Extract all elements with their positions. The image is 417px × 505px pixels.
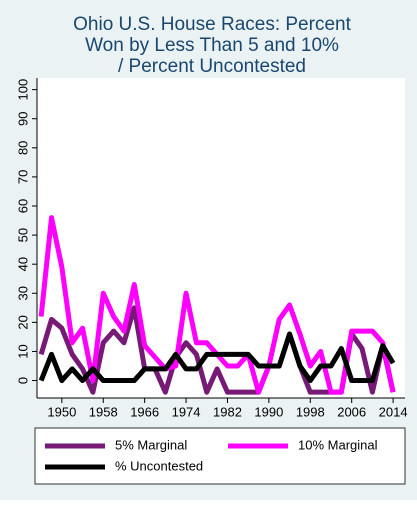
y-tick-label: 90 — [15, 111, 30, 125]
legend-label: % Uncontested — [115, 458, 203, 473]
x-tick-label: 1982 — [213, 404, 242, 419]
y-tick-label: 30 — [15, 286, 30, 300]
x-tick-label: 2014 — [379, 404, 408, 419]
x-tick-label: 2006 — [337, 404, 366, 419]
legend-box — [34, 427, 406, 485]
x-tick-label: 1950 — [47, 404, 76, 419]
y-tick-label: 80 — [15, 141, 30, 155]
y-tick-label: 70 — [15, 170, 30, 184]
y-tick-label: 20 — [15, 315, 30, 329]
chart-title: Ohio U.S. House Races: Percent — [73, 14, 351, 35]
y-tick-label: 0 — [15, 377, 30, 384]
y-tick-label: 40 — [15, 257, 30, 271]
x-tick-label: 1974 — [172, 404, 201, 419]
x-tick-label: 1966 — [130, 404, 159, 419]
y-tick-label: 60 — [15, 199, 30, 213]
x-tick-label: 1998 — [296, 404, 325, 419]
y-tick-label: 50 — [15, 228, 30, 242]
x-tick-label: 1990 — [254, 404, 283, 419]
series-line — [38, 331, 396, 384]
chart-title: Won by Less Than 5 and 10% — [85, 35, 339, 56]
legend-label: 5% Marginal — [115, 437, 187, 452]
y-tick-label: 100 — [15, 79, 30, 101]
legend-label: 10% Marginal — [298, 437, 378, 452]
chart-title: / Percent Uncontested — [118, 56, 306, 77]
y-tick-label: 10 — [15, 344, 30, 358]
x-tick-label: 1958 — [89, 404, 118, 419]
